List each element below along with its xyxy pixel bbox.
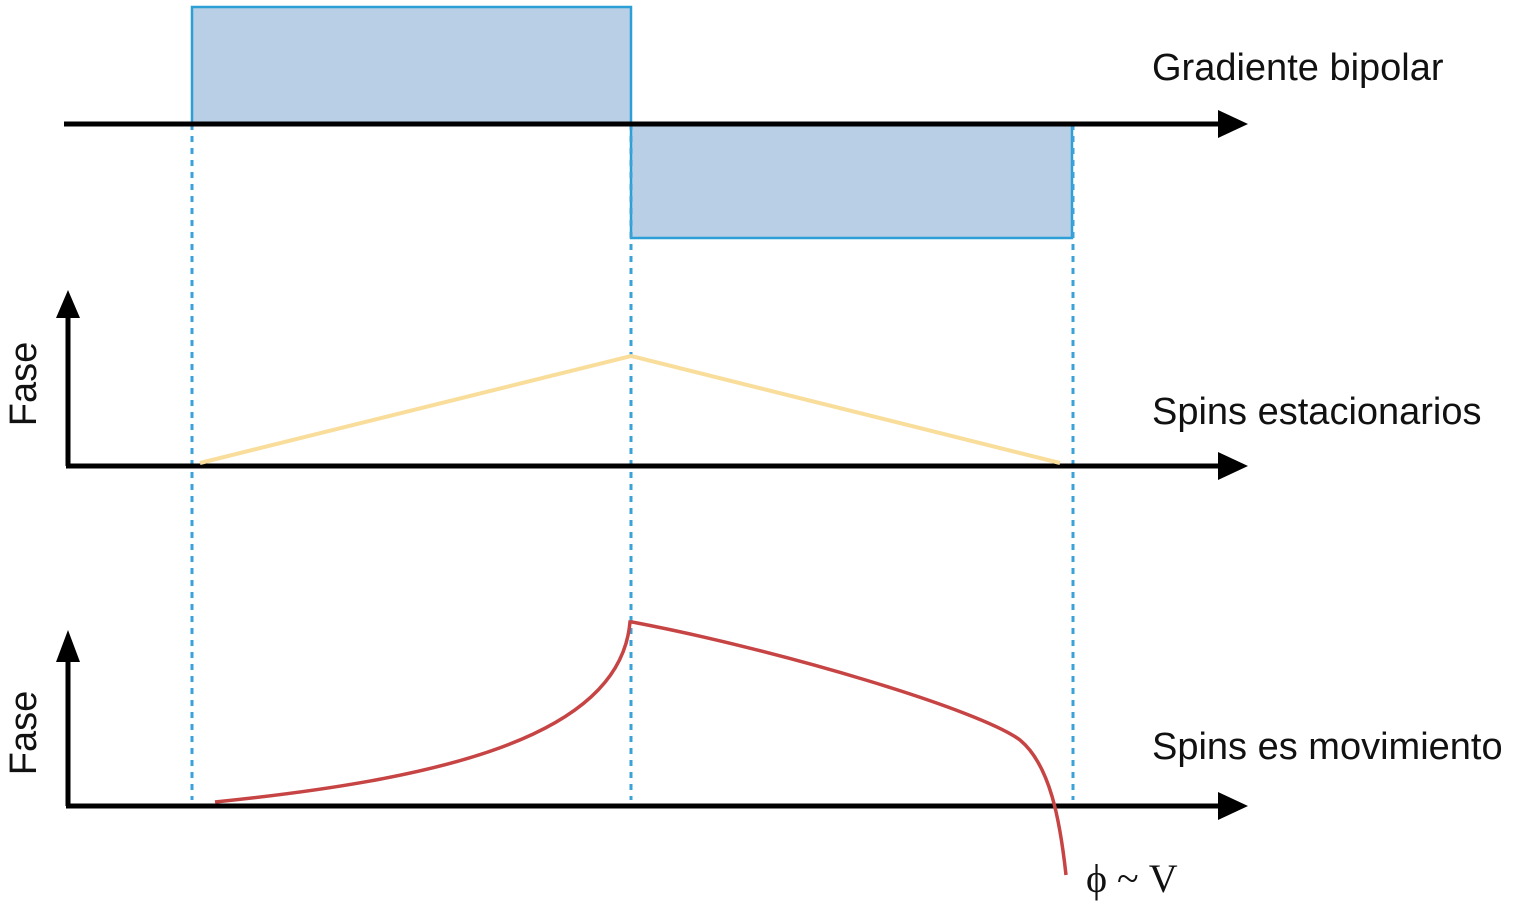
stationary-phase-line [199,353,1061,465]
moving-phase-curve [214,620,1068,876]
stationary-y-axis-arrow [56,290,80,318]
gradient-axis-arrow [1218,110,1248,138]
moving-x-axis-arrow [1218,792,1248,820]
moving-y-label: Fase [3,691,45,775]
moving-label: Spins es movimiento [1152,726,1503,768]
stationary-y-label: Fase [3,342,45,426]
phase-velocity-formula: ϕ ~ V [1086,856,1178,901]
positive-gradient-lobe [190,5,633,126]
negative-gradient-lobe [629,122,1074,240]
stationary-x-axis-arrow [1218,452,1248,480]
moving-y-axis-arrow [56,630,80,662]
gradient-label: Gradiente bipolar [1152,47,1444,89]
stationary-label: Spins estacionarios [1152,391,1482,433]
